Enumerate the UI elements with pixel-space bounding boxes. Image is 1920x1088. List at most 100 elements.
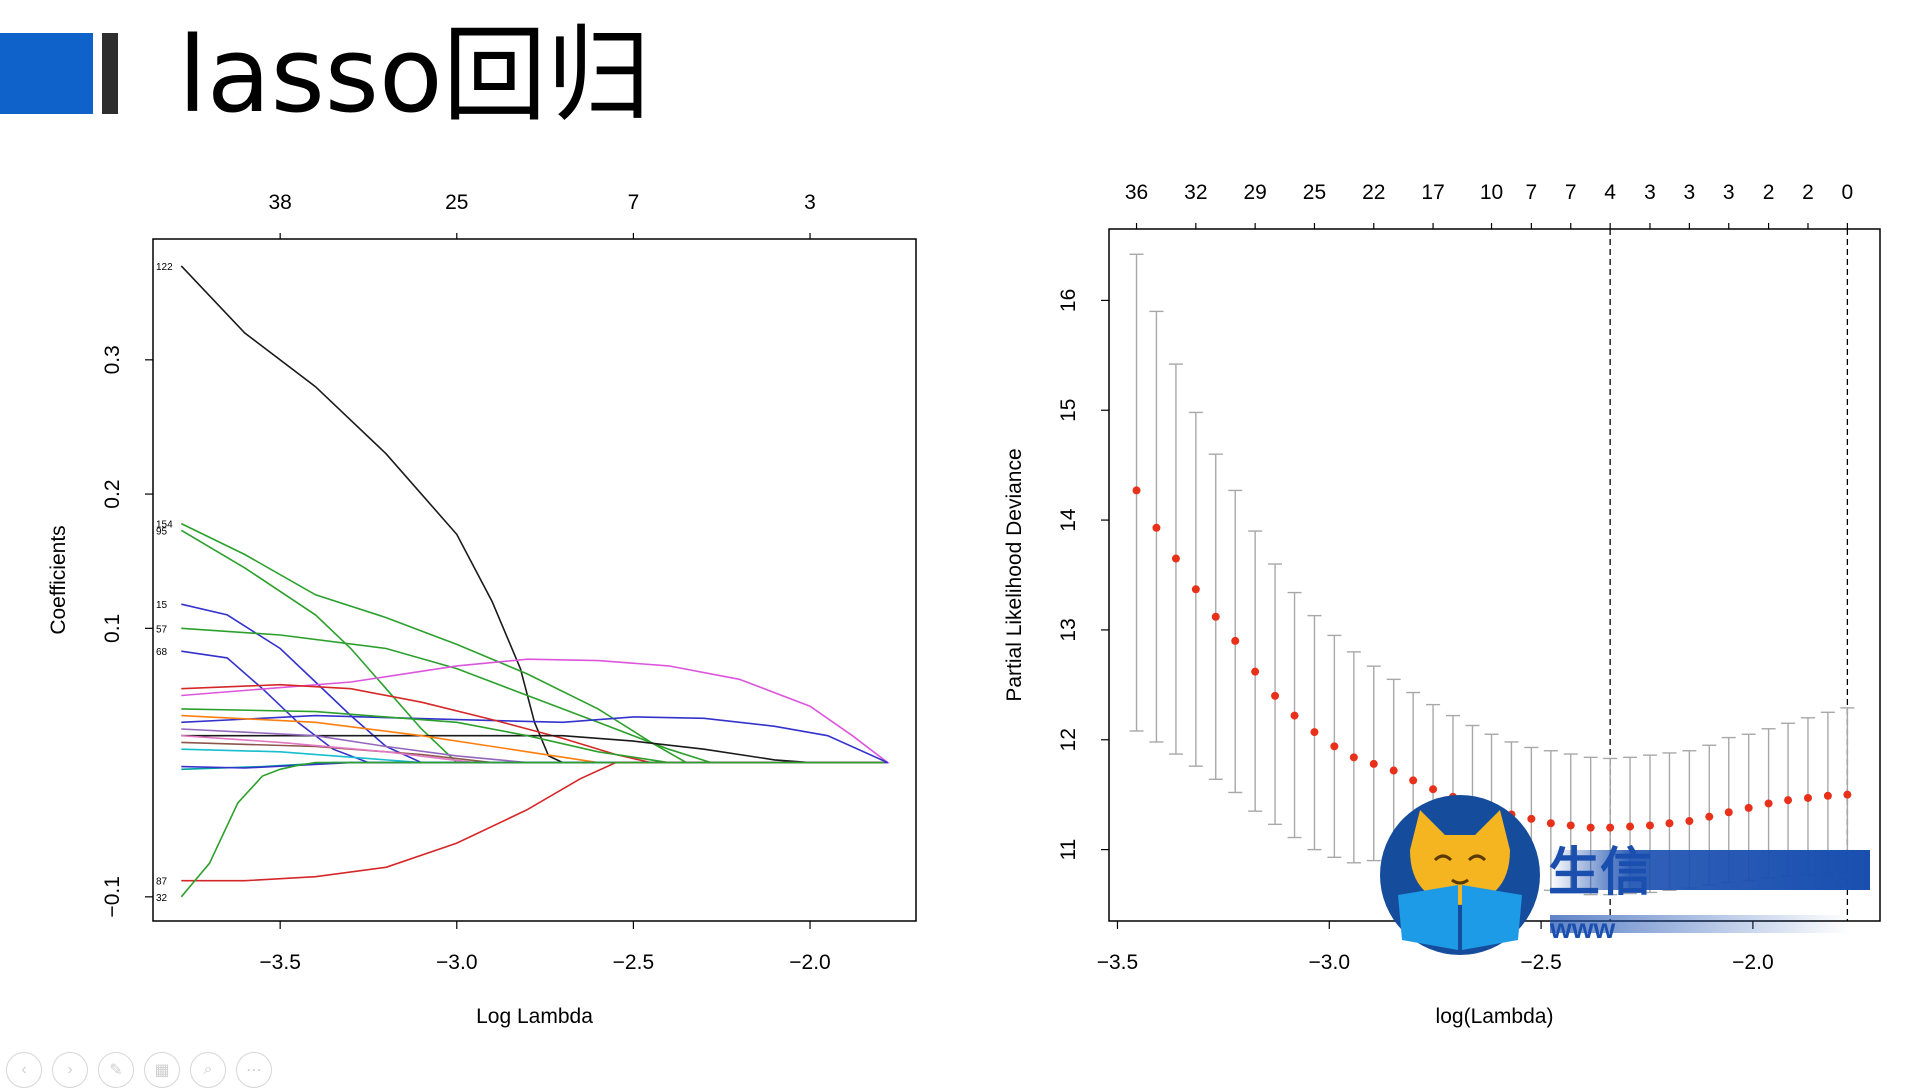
right-top-tick-label: 3	[1644, 181, 1656, 204]
deviance-point	[1271, 691, 1280, 700]
left-x-axis-label: Log Lambda	[476, 1005, 593, 1028]
left-x-tick-label: −2.5	[613, 951, 654, 974]
coefficient-path	[181, 761, 885, 882]
deviance-point	[1310, 728, 1319, 737]
left-y-axis-label: Coefficients	[47, 525, 70, 634]
pen-icon[interactable]: ✎	[98, 1052, 134, 1088]
deviance-point	[1389, 766, 1398, 775]
right-top-tick-label: 32	[1184, 181, 1207, 204]
deviance-point	[1251, 667, 1260, 676]
deviance-point	[1626, 822, 1635, 831]
left-y-tick-label: −0.1	[101, 876, 124, 917]
right-y-tick-label: 13	[1057, 618, 1080, 641]
coefficient-path-label: 15	[156, 600, 168, 611]
right-top-tick-label: 7	[1526, 181, 1538, 204]
deviance-point	[1211, 612, 1220, 621]
deviance-point	[1784, 796, 1793, 805]
right-x-tick-label: −2.5	[1520, 951, 1561, 974]
coefficient-path	[181, 658, 891, 764]
right-y-tick-label: 16	[1057, 289, 1080, 312]
deviance-point	[1685, 817, 1694, 826]
right-x-tick-label: −3.0	[1309, 951, 1350, 974]
coefficient-path-label: 154	[156, 520, 173, 531]
deviance-point	[1586, 823, 1595, 832]
coefficient-path	[181, 627, 885, 764]
coefficient-path-label: 68	[156, 647, 168, 658]
deviance-point	[1349, 753, 1358, 762]
coefficient-path	[180, 265, 885, 764]
more-icon[interactable]: ⋯	[236, 1052, 272, 1088]
deviance-point	[1369, 759, 1378, 768]
left-y-tick-label: 0.1	[101, 614, 124, 643]
right-top-tick-label: 29	[1243, 181, 1266, 204]
deviance-point	[1566, 821, 1575, 830]
deviance-point	[1645, 821, 1654, 830]
slides-grid-icon[interactable]: ▦	[144, 1052, 180, 1088]
right-top-tick-label: 10	[1480, 181, 1503, 204]
right-x-tick-label: −3.5	[1097, 951, 1138, 974]
right-top-tick-label: 4	[1604, 181, 1616, 204]
right-y-tick-label: 12	[1057, 728, 1080, 751]
left-y-tick-label: 0.3	[101, 345, 124, 374]
right-y-tick-label: 14	[1057, 508, 1080, 532]
deviance-point	[1409, 776, 1418, 785]
right-x-tick-label: −2.0	[1732, 951, 1773, 974]
deviance-point	[1606, 823, 1615, 832]
lasso-coefficient-path-chart: −3.5 −3.0 −2.5 −2.0 −0.1 0.1 0.2 0.3 38 25 7 3 Log L…	[47, 191, 917, 1028]
right-top-tick-label: 7	[1565, 181, 1577, 204]
presentation-toolbar: ‹ › ✎ ▦ ⌕ ⋯	[6, 1052, 272, 1088]
left-plot-frame	[152, 238, 917, 922]
deviance-point	[1823, 791, 1832, 800]
deviance-point	[1429, 785, 1438, 794]
right-top-tick-label: 17	[1421, 181, 1444, 204]
deviance-point	[1744, 803, 1753, 812]
logo-subtext: www	[1549, 913, 1616, 944]
coefficient-path	[180, 761, 885, 898]
left-top-tick-label: 25	[445, 191, 468, 214]
deviance-point	[1764, 799, 1773, 808]
coefficient-path-label: 57	[156, 624, 168, 635]
right-top-tick-label: 3	[1723, 181, 1735, 204]
deviance-point	[1330, 742, 1339, 751]
logo-text: 生信	[1548, 843, 1652, 903]
left-x-tick-label: −2.0	[789, 951, 830, 974]
coefficient-path	[181, 603, 885, 764]
left-top-tick-label: 7	[628, 191, 640, 214]
coefficient-path	[181, 734, 885, 764]
deviance-point	[1191, 585, 1200, 594]
right-x-axis-label: log(Lambda)	[1436, 1005, 1554, 1028]
right-y-axis-label: Partial Likelihood Deviance	[1003, 448, 1026, 701]
deviance-point	[1132, 486, 1141, 495]
title-accent-bar	[102, 33, 118, 114]
deviance-point	[1724, 808, 1733, 817]
title-accent-block	[0, 33, 93, 114]
right-top-tick-label: 0	[1842, 181, 1854, 204]
left-y-tick-label: 0.2	[101, 479, 124, 508]
deviance-point	[1527, 814, 1536, 823]
zoom-icon[interactable]: ⌕	[190, 1052, 226, 1088]
right-top-tick-label: 3	[1684, 181, 1696, 204]
deviance-point	[1171, 554, 1180, 563]
slide-title: lasso回归	[178, 14, 651, 136]
deviance-point	[1290, 711, 1299, 720]
right-top-tick-label: 22	[1362, 181, 1385, 204]
left-top-tick-label: 3	[804, 191, 816, 214]
deviance-point	[1665, 819, 1674, 828]
left-x-tick-label: −3.5	[259, 951, 300, 974]
right-top-tick-label: 36	[1125, 181, 1148, 204]
deviance-point	[1705, 812, 1714, 821]
coefficient-path-label: 87	[156, 877, 168, 888]
right-top-tick-label: 2	[1802, 181, 1814, 204]
deviance-point	[1803, 793, 1812, 802]
watermark-logo: 生信 www	[1380, 795, 1870, 955]
next-slide-icon[interactable]: ›	[52, 1052, 88, 1088]
coefficient-path-label: 95	[156, 526, 168, 537]
coefficient-path	[180, 529, 885, 764]
coefficient-path	[181, 683, 885, 764]
right-top-tick-label: 25	[1303, 181, 1326, 204]
coefficient-path	[180, 522, 885, 764]
coefficient-path	[181, 714, 885, 764]
deviance-point	[1843, 790, 1852, 799]
deviance-point	[1231, 636, 1240, 645]
prev-slide-icon[interactable]: ‹	[6, 1052, 42, 1088]
